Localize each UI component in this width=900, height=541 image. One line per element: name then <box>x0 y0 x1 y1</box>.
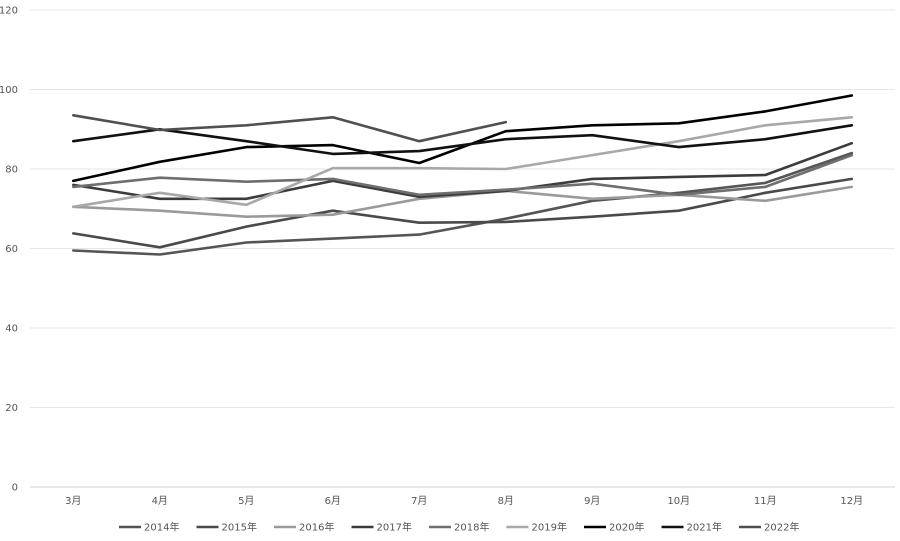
legend-label: 2019年 <box>532 521 567 534</box>
x-tick-label: 8月 <box>498 495 514 507</box>
legend-label: 2022年 <box>764 521 799 534</box>
y-axis-ticks: 0 20 40 60 80 100 120 <box>0 6 18 494</box>
y-tick-label: 80 <box>5 165 18 176</box>
legend-label: 2014年 <box>144 521 179 534</box>
legend-label: 2015年 <box>222 521 257 534</box>
x-axis-ticks: 3月 4月 5月 6月 7月 8月 9月 10月 11月 12月 <box>65 495 863 507</box>
series-line-2022年 <box>72 114 508 143</box>
x-tick-label: 7月 <box>411 495 427 507</box>
y-tick-label: 100 <box>0 85 18 96</box>
y-tick-label: 40 <box>5 324 18 335</box>
y-tick-label: 20 <box>5 403 18 414</box>
x-tick-label: 10月 <box>667 495 690 507</box>
series-line-2020年 <box>72 94 854 183</box>
legend-label: 2016年 <box>299 521 334 534</box>
legend-label: 2018年 <box>454 521 489 534</box>
x-tick-label: 3月 <box>65 495 81 507</box>
legend-label: 2020年 <box>609 521 644 534</box>
series-line-2018年 <box>72 153 854 197</box>
x-tick-label: 9月 <box>584 495 600 507</box>
legend: 2014年 2015年 2016年 2017年 2018年 2019年 2020年 2021年… <box>119 521 799 534</box>
legend-label: 2017年 <box>377 521 412 534</box>
series-line-2021年 <box>72 124 854 156</box>
y-tick-label: 120 <box>0 6 18 17</box>
x-tick-label: 6月 <box>325 495 341 507</box>
x-tick-label: 5月 <box>238 495 254 507</box>
series-line-2014年 <box>72 151 854 256</box>
x-tick-label: 4月 <box>152 495 168 507</box>
series-line-2019年 <box>72 116 854 209</box>
series-line-2015年 <box>72 177 854 249</box>
y-tick-label: 0 <box>12 483 18 494</box>
series-lines <box>72 94 854 256</box>
x-tick-label: 11月 <box>754 495 777 507</box>
x-tick-label: 12月 <box>840 495 863 507</box>
y-tick-label: 60 <box>5 244 18 255</box>
legend-label: 2021年 <box>687 521 722 534</box>
